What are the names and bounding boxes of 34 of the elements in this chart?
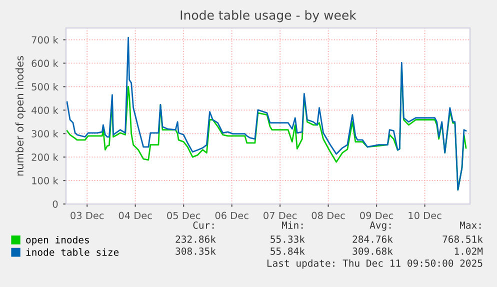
x-tick-label: 08 Dec [312,212,345,220]
text: 284.76k [352,235,393,243]
line-series [66,36,467,191]
x-tick-label: 09 Dec [360,212,394,220]
y-tick-label: 700 k [32,36,58,44]
text: 1.02M [454,247,483,255]
y-tick-label: 200 k [32,153,58,161]
text: Max: [460,222,481,229]
text: 309.68k [352,247,393,255]
text: Min: [282,221,303,229]
y-tick-label: 400 k [32,106,58,114]
y-tick-label: 600 k [32,60,58,68]
y-tick-label: 100 k [32,176,58,184]
y-tick-label: 500 k [32,82,58,90]
y-axis-title: number of open inodes [15,56,26,176]
text: Avg: [370,222,391,231]
text: 55.33k [270,235,305,243]
text: 232.86k [176,235,216,243]
chart-title: Inode table usage - by week [180,10,356,22]
x-tick-label: 03 Dec [70,212,104,220]
x-tick-label: 04 Dec [118,212,152,220]
y-tick-label: 0 [52,200,58,208]
text: Cur: [193,221,214,229]
text: 308.35k [176,247,216,255]
x-tick-label: 06 Dec [215,212,248,220]
y-tick-label: 300 k [32,130,58,138]
x-tick-label: 10 Dec [408,212,442,220]
x-tick-label: 05 Dec [167,212,200,220]
text: 768.51k [442,235,483,243]
x-tick-label: 07 Dec [264,212,297,220]
text: Last update: Thu Dec 11 09:50:00 2025 [267,259,482,269]
legend-label: inode table size [26,248,119,256]
legend-label: open inodes [26,236,89,246]
text: 55.84k [270,247,305,255]
